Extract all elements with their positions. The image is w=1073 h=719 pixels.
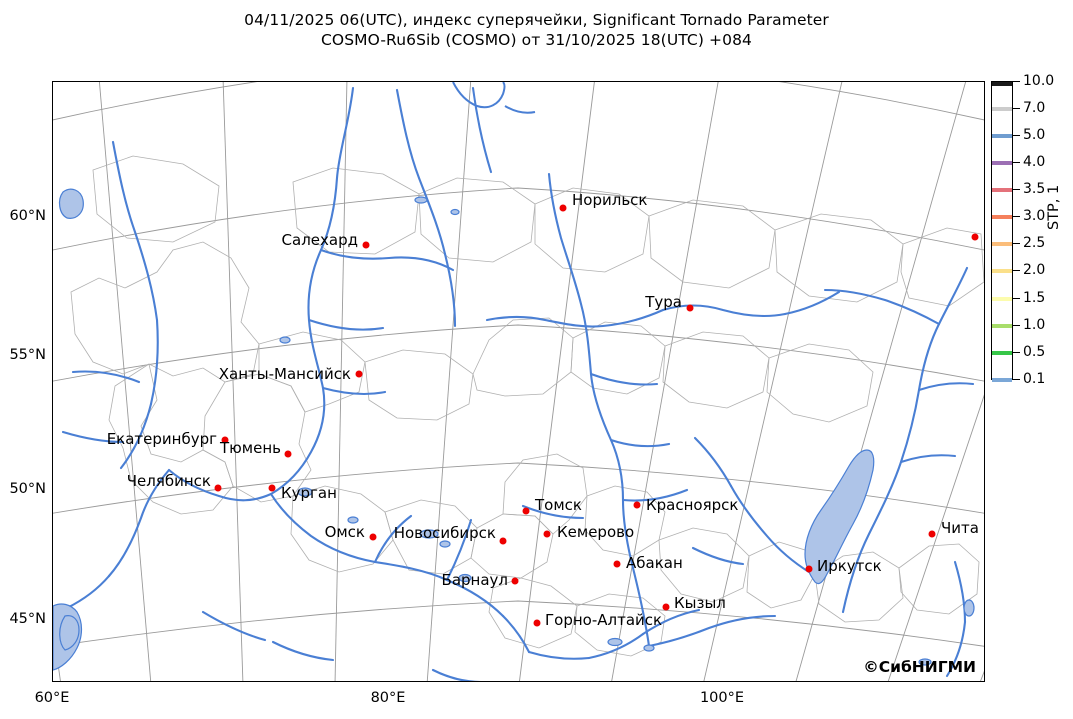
city-marker: [543, 530, 551, 538]
latitude-tick-label: 55°N: [9, 347, 46, 363]
coastline: [452, 82, 536, 114]
colorbar-band: [992, 324, 1012, 328]
chart-title-block: 04/11/2025 06(UTC), индекс суперячейки, …: [0, 10, 1073, 51]
city-marker: [369, 533, 377, 541]
colorbar-tick-label: 3.5: [1023, 181, 1046, 197]
colorbar-band: [992, 107, 1012, 111]
title-line-1: 04/11/2025 06(UTC), индекс суперячейки, …: [244, 11, 829, 29]
city-label: Якутск: [984, 219, 985, 237]
city-label: Красноярск: [646, 496, 739, 514]
city-marker: [559, 204, 567, 212]
colorbar-tick-label: 4.0: [1023, 154, 1046, 170]
city-marker: [284, 450, 292, 458]
city-label: Омск: [324, 523, 365, 541]
longitude-tick-label: 60°E: [34, 690, 70, 706]
latitude-tick-label: 60°N: [9, 208, 46, 224]
admin-borders: [70, 155, 984, 657]
colorbar-tick-mark: [1013, 81, 1020, 83]
city-label: Тюмень: [220, 439, 281, 457]
city-marker: [662, 603, 670, 611]
colorbar-tick-label: 10.0: [1023, 73, 1055, 89]
city-label: Абакан: [626, 554, 683, 572]
colorbar-tick-mark: [1013, 325, 1020, 327]
colorbar-tick-label: 1.0: [1023, 317, 1046, 333]
map-canvas[interactable]: Норильск Салехард Якутск Тура Ханты-Мансийск…: [52, 81, 985, 682]
city-marker: [533, 619, 541, 627]
colorbar-tick-label: 7.0: [1023, 100, 1046, 116]
city-marker: [511, 577, 519, 585]
city-label: Кемерово: [557, 523, 635, 541]
city-label: Томск: [535, 496, 582, 514]
watermark-label: ©СибНИГМИ: [863, 658, 976, 676]
city-label: Челябинск: [126, 472, 211, 490]
colorbar-band: [992, 215, 1012, 219]
longitude-tick-label: 100°E: [699, 690, 745, 706]
colorbar-tick-mark: [1013, 298, 1020, 300]
city-marker: [928, 530, 936, 538]
colorbar-band: [992, 161, 1012, 165]
graticule: [53, 82, 984, 681]
colorbar-tick-label: 1.5: [1023, 290, 1046, 306]
colorbar-tick-mark: [1013, 352, 1020, 354]
city-label: Иркутск: [817, 557, 882, 575]
city-label: Курган: [281, 484, 337, 502]
colorbar-tick-mark: [1013, 243, 1020, 245]
colorbar-tick-label: 3.0: [1023, 208, 1046, 224]
city-marker: [522, 507, 530, 515]
city-label: Екатеринбург: [106, 430, 217, 448]
colorbar-axis-label: STP, 1: [1046, 184, 1062, 230]
colorbar-tick-label: 2.5: [1023, 235, 1046, 251]
city-label: Тура: [645, 293, 682, 311]
longitude-tick-label: 80°E: [370, 690, 406, 706]
colorbar-band: [992, 378, 1012, 382]
colorbar-tick-mark: [1013, 135, 1020, 137]
city-marker: [214, 484, 222, 492]
colorbar-tick-label: 0.1: [1023, 371, 1046, 387]
latitude-tick-label: 45°N: [9, 611, 46, 627]
city-label: Барнаул: [441, 571, 508, 589]
colorbar-band: [992, 351, 1012, 355]
city-label: Чита: [941, 519, 979, 537]
city-label: Норильск: [572, 191, 648, 209]
city-label: Новосибирск: [393, 524, 496, 542]
colorbar-band: [992, 188, 1012, 192]
colorbar[interactable]: [991, 81, 1013, 382]
city-marker: [221, 436, 229, 444]
city-marker: [362, 241, 370, 249]
city-label: Кызыл: [674, 594, 726, 612]
title-line-2: COSMO-Ru6Sib (COSMO) от 31/10/2025 18(UT…: [320, 31, 753, 50]
city-label: Ханты-Мансийск: [218, 365, 351, 383]
colorbar-band: [992, 297, 1012, 301]
city-marker: [268, 484, 276, 492]
colorbar-tick-label: 0.5: [1023, 344, 1046, 360]
lakes: [53, 188, 975, 671]
colorbar-tick-mark: [1013, 379, 1020, 381]
city-marker: [805, 565, 813, 573]
colorbar-band: [992, 82, 1012, 86]
colorbar-band: [992, 242, 1012, 246]
map-graphics: [53, 82, 984, 681]
city-marker: [633, 501, 641, 509]
city-marker: [355, 370, 363, 378]
colorbar-tick-mark: [1013, 270, 1020, 272]
city-marker: [499, 537, 507, 545]
colorbar-band: [992, 269, 1012, 273]
colorbar-tick-mark: [1013, 162, 1020, 164]
city-label: Горно-Алтайск: [545, 611, 663, 629]
colorbar-tick-label: 2.0: [1023, 262, 1046, 278]
colorbar-tick-mark: [1013, 108, 1020, 110]
city-label: Салехард: [281, 231, 358, 249]
colorbar-band: [992, 134, 1012, 138]
city-marker: [613, 560, 621, 568]
rivers: [61, 86, 975, 681]
colorbar-tick-mark: [1013, 216, 1020, 218]
latitude-tick-label: 50°N: [9, 481, 46, 497]
city-marker: [971, 233, 979, 241]
colorbar-tick-mark: [1013, 189, 1020, 191]
city-marker: [686, 304, 694, 312]
colorbar-tick-label: 5.0: [1023, 127, 1046, 143]
